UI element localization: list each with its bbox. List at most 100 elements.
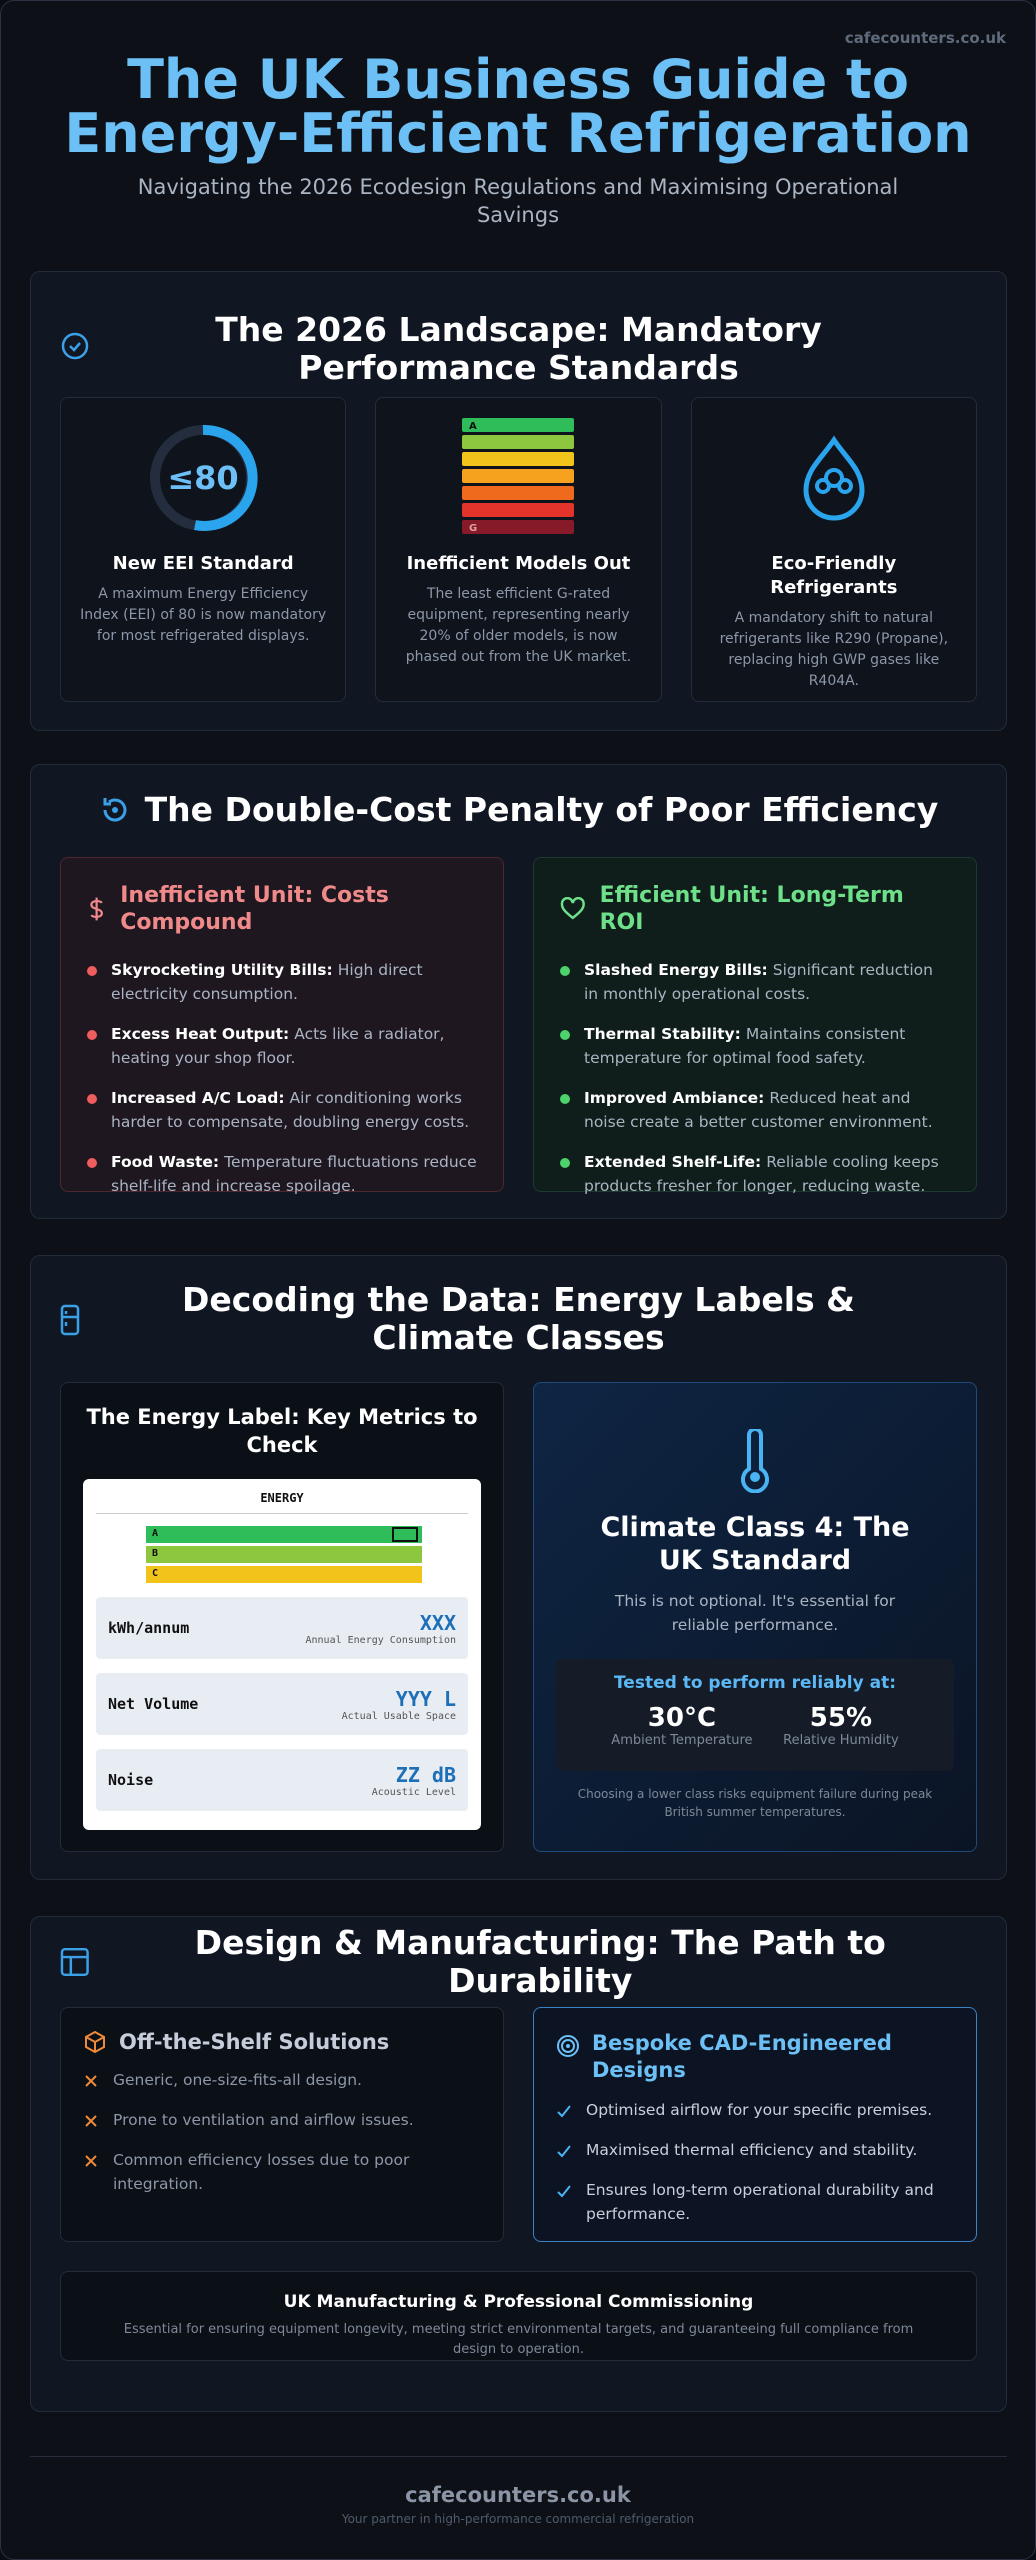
- fridge-icon: [60, 1304, 80, 1336]
- climate-note: Choosing a lower class risks equipment f…: [577, 1787, 933, 1819]
- bullet-label: Extended Shelf-Life:: [584, 1153, 762, 1171]
- target-icon: [557, 2035, 579, 2057]
- bullet-label: Food Waste:: [111, 1153, 220, 1171]
- card-heading: Bespoke CAD-Engineered Designs: [556, 2030, 954, 2084]
- item-text: Optimised airflow for your specific prem…: [586, 2101, 933, 2119]
- label-bars: A B C: [146, 1526, 422, 1583]
- card-text: This is not optional. It's essential for…: [614, 1592, 896, 1634]
- class-letter: B: [152, 1548, 159, 1559]
- class-bar: A: [146, 1526, 422, 1543]
- eei-ring: ≤80: [150, 424, 258, 531]
- card-title: Bespoke CAD-Engineered Designs: [592, 2031, 892, 2082]
- metric-row: kWh/annum XXX Annual Energy Consumption: [96, 1597, 468, 1659]
- metric-value-box: ZZ dB Acoustic Level: [372, 1763, 456, 1798]
- stat-value: 55%: [809, 1703, 873, 1733]
- commissioning-card: UK Manufacturing & Professional Commissi…: [60, 2271, 977, 2361]
- stat: 30°C Ambient Temperature: [611, 1703, 752, 1748]
- bullet-item: Extended Shelf-Life: Reliable cooling kee…: [560, 1150, 950, 1198]
- stat: 55% Relative Humidity: [783, 1703, 899, 1748]
- bullet-text: Increased A/C Load: Air conditioning work…: [111, 1086, 477, 1134]
- dollar-icon: [90, 897, 103, 921]
- bullet-dot: [560, 1030, 570, 1040]
- class-bar: C: [146, 1566, 422, 1583]
- metric-value: XXX: [419, 1610, 456, 1635]
- bullet-item: Slashed Energy Bills: Significant reducti…: [560, 958, 950, 1006]
- bullet-label: Increased A/C Load:: [111, 1089, 285, 1107]
- class-letter: A: [152, 1528, 159, 1539]
- thermometer-icon: [741, 1427, 769, 1494]
- item-text: Common efficiency losses due to poor int…: [113, 2151, 410, 2193]
- heart-icon: [560, 897, 585, 920]
- metric-value-box: YYY L Actual Usable Space: [342, 1687, 456, 1722]
- decoding-section: Decoding the Data: Energy Labels & Clima…: [30, 1255, 1007, 1880]
- droplet-icon: [803, 435, 865, 521]
- bullet-dot: [87, 1030, 97, 1040]
- check-icon: [61, 332, 89, 360]
- cross-icon: [85, 2155, 97, 2167]
- section-header: The 2026 Landscape: Mandatory Performanc…: [60, 301, 977, 397]
- footer-tagline: Your partner in high-performance commerc…: [341, 2512, 695, 2526]
- cube-icon: [85, 2030, 105, 2054]
- label-heading: ENERGY: [96, 1491, 468, 1514]
- card-text: A mandatory shift to natural refrigerant…: [719, 610, 949, 689]
- bullet-label: Thermal Stability:: [584, 1025, 741, 1043]
- efficient-card: Efficient Unit: Long-Term ROI Slashed En…: [533, 857, 977, 1195]
- stat-value: 30°C: [647, 1703, 717, 1733]
- refresh-icon: [103, 798, 127, 822]
- bullet-label: Slashed Energy Bills:: [584, 961, 768, 979]
- list-item: Ensures long-term operational durability…: [556, 2178, 954, 2226]
- energy-label: ENERGY A B C kWh/annum XXX Annual Energy C…: [83, 1479, 481, 1830]
- section-title: Decoding the Data: Energy Labels & Clima…: [182, 1279, 855, 1357]
- class-letter: C: [152, 1568, 159, 1579]
- class-bar: B: [146, 1546, 422, 1563]
- bullet-item: Thermal Stability: Maintains consistent t…: [560, 1022, 950, 1070]
- inefficient-card: Inefficient Unit: Costs Compound Skyrock…: [60, 857, 504, 1195]
- bullet-desc: Reliable cooling keeps products fresher …: [584, 1153, 939, 1195]
- stats: 30°C Ambient Temperature 55% Relative Humi…: [556, 1703, 954, 1748]
- page-subtitle: Navigating the 2026 Ecodesign Regulation…: [137, 175, 899, 227]
- card-title: New EEI Standard: [112, 553, 294, 574]
- section-header: Design & Manufacturing: The Path to Dura…: [60, 1924, 977, 2000]
- bullet-desc: Maintains consistent temperature for opt…: [584, 1025, 906, 1067]
- metric-value-box: XXX Annual Energy Consumption: [305, 1611, 456, 1646]
- list-item: Generic, one-size-fits-all design.: [83, 2068, 481, 2092]
- bullet-label: Excess Heat Output:: [111, 1025, 290, 1043]
- models-card: A G Inefficient Models Out The least eff…: [375, 397, 662, 702]
- bullet-item: Improved Ambiance: Reduced heat and noise…: [560, 1086, 950, 1134]
- bullet-dot: [87, 1158, 97, 1168]
- card-title: Off-the-Shelf Solutions: [119, 2030, 390, 2054]
- list-item: Prone to ventilation and airflow issues.: [83, 2108, 481, 2132]
- card-title: Eco-Friendly Refrigerants: [770, 553, 898, 598]
- check-list: Optimised airflow for your specific prem…: [556, 2098, 954, 2226]
- bullet-desc: Reduced heat and noise create a better c…: [584, 1089, 933, 1131]
- metric-value: YYY L: [395, 1686, 456, 1711]
- bespoke-card: Bespoke CAD-Engineered Designs Optimised…: [533, 2007, 977, 2242]
- design-section: Design & Manufacturing: The Path to Dura…: [30, 1916, 1007, 2412]
- metric-caption: Acoustic Level: [371, 1786, 456, 1798]
- list-item: Common efficiency losses due to poor int…: [83, 2148, 481, 2196]
- bullet-dot: [560, 1158, 570, 1168]
- bullet-dot: [87, 1094, 97, 1104]
- bullet-item: Skyrocketing Utility Bills: High direct e…: [87, 958, 477, 1006]
- layout-icon: [60, 1947, 89, 1977]
- bullet-text: Extended Shelf-Life: Reliable cooling kee…: [584, 1150, 950, 1198]
- page-title: The UK Business Guide to Energy-Efficien…: [64, 48, 972, 165]
- box-title: Tested to perform reliably at:: [613, 1673, 897, 1693]
- metric-row: Net Volume YYY L Actual Usable Space: [96, 1673, 468, 1735]
- section-title: The Double-Cost Penalty of Poor Efficien…: [144, 790, 939, 829]
- check-icon: [557, 2185, 571, 2198]
- bullet-desc: Significant reduction in monthly operati…: [584, 961, 933, 1003]
- card-title: Efficient Unit: Long-Term ROI: [599, 883, 904, 935]
- check-icon: [557, 2145, 571, 2158]
- footer-site: cafecounters.co.uk: [405, 2483, 631, 2507]
- cross-icon: [85, 2115, 97, 2127]
- item-text: Prone to ventilation and airflow issues.: [113, 2111, 414, 2129]
- stat-label: Relative Humidity: [783, 1733, 899, 1748]
- card-heading: Efficient Unit: Long-Term ROI: [560, 882, 950, 936]
- bullet-list: Slashed Energy Bills: Significant reducti…: [560, 958, 950, 1198]
- scale-top-letter: A: [469, 421, 477, 432]
- check-icon: [557, 2105, 571, 2118]
- card-text: A maximum Energy Efficiency Index (EEI) …: [80, 586, 327, 644]
